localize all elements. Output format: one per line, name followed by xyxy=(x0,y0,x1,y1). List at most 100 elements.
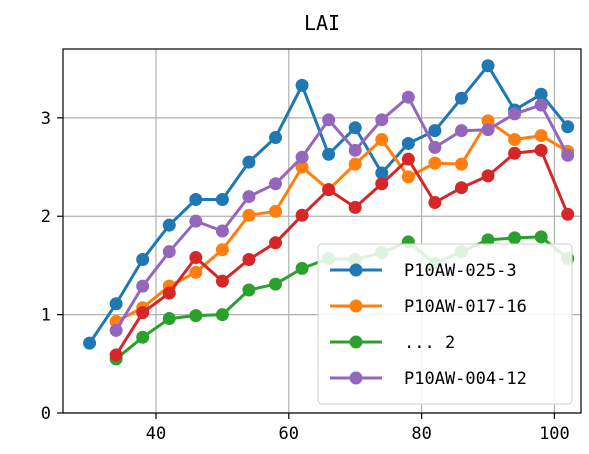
legend-label: P10AW-004-12 xyxy=(404,369,527,389)
data-point xyxy=(375,177,389,191)
data-point xyxy=(269,277,283,291)
legend-marker xyxy=(349,371,363,385)
axes-layer: 40 60 80 100 0 1 2 3 xyxy=(41,109,570,444)
y-tick-label: 0 xyxy=(41,404,51,424)
data-point xyxy=(454,181,468,195)
series-4 xyxy=(109,90,575,337)
x-tick-label: 80 xyxy=(411,424,431,444)
x-tick-label: 60 xyxy=(279,424,299,444)
data-point xyxy=(508,133,522,147)
series-0 xyxy=(83,59,575,350)
data-point xyxy=(162,286,176,300)
data-point xyxy=(269,177,283,191)
data-point xyxy=(348,121,362,135)
data-point xyxy=(534,129,548,143)
legend-marker xyxy=(349,299,363,313)
data-point xyxy=(401,170,415,184)
data-point xyxy=(561,207,575,221)
data-point xyxy=(561,120,575,134)
data-point xyxy=(109,348,123,362)
data-point xyxy=(189,193,203,207)
data-point xyxy=(136,306,150,320)
x-tick-label: 100 xyxy=(539,424,570,444)
data-point xyxy=(83,336,97,350)
data-point xyxy=(242,253,256,267)
legend-item: P10AW-025-3 xyxy=(330,261,517,281)
data-point xyxy=(401,90,415,104)
data-point xyxy=(295,78,309,92)
legend-label: P10AW-017-16 xyxy=(404,297,527,317)
data-point xyxy=(348,200,362,214)
data-point xyxy=(295,150,309,164)
data-point xyxy=(242,208,256,222)
data-point xyxy=(242,283,256,297)
data-point xyxy=(136,279,150,293)
series-3 xyxy=(109,143,575,362)
data-point xyxy=(428,140,442,154)
data-point xyxy=(322,113,336,127)
data-point xyxy=(375,166,389,180)
data-point xyxy=(189,309,203,323)
data-point xyxy=(109,323,123,337)
data-point xyxy=(401,136,415,150)
data-point xyxy=(534,230,548,244)
x-tick-label: 40 xyxy=(146,424,166,444)
y-tick-label: 2 xyxy=(41,207,51,227)
data-point xyxy=(215,193,229,207)
y-tick-label: 3 xyxy=(41,109,51,129)
data-point xyxy=(454,157,468,171)
data-point xyxy=(136,253,150,267)
data-point xyxy=(215,308,229,322)
data-point xyxy=(322,183,336,197)
legend-box xyxy=(317,243,573,405)
data-point xyxy=(428,156,442,170)
plot-frame xyxy=(62,48,582,414)
data-point xyxy=(322,147,336,161)
legend-marker xyxy=(349,335,363,349)
data-point xyxy=(162,312,176,326)
data-point xyxy=(401,152,415,166)
data-point xyxy=(428,195,442,209)
data-point xyxy=(269,204,283,218)
chart-title: LAI xyxy=(304,11,340,35)
data-point xyxy=(136,330,150,344)
data-point xyxy=(242,190,256,204)
legend-label: ... 2 xyxy=(404,333,455,353)
legend-item: P10AW-004-12 xyxy=(330,369,527,389)
data-point xyxy=(481,59,495,73)
data-point xyxy=(295,160,309,174)
data-point xyxy=(481,233,495,247)
data-point xyxy=(215,274,229,288)
data-point xyxy=(109,297,123,311)
data-point xyxy=(534,98,548,112)
data-point xyxy=(295,208,309,222)
data-point xyxy=(428,124,442,138)
data-point xyxy=(481,123,495,137)
data-point xyxy=(375,113,389,127)
data-point xyxy=(348,157,362,171)
data-point xyxy=(561,148,575,162)
legend-label: P10AW-025-3 xyxy=(404,261,517,281)
data-point xyxy=(454,124,468,138)
data-point xyxy=(269,236,283,250)
data-point xyxy=(508,146,522,160)
data-point xyxy=(481,169,495,183)
data-point xyxy=(189,251,203,265)
data-point xyxy=(454,91,468,105)
data-point xyxy=(508,107,522,121)
data-point xyxy=(215,224,229,238)
legend: P10AW-025-3 P10AW-017-16 ... 2 P10AW-004-12 xyxy=(317,243,573,405)
data-point xyxy=(269,131,283,145)
data-point xyxy=(348,143,362,157)
data-point xyxy=(508,231,522,245)
data-point xyxy=(162,218,176,232)
data-point xyxy=(375,133,389,147)
data-point xyxy=(242,155,256,169)
y-tick-label: 1 xyxy=(41,306,51,326)
legend-item: P10AW-017-16 xyxy=(330,297,527,317)
legend-marker xyxy=(349,263,363,277)
data-point xyxy=(534,87,548,101)
data-point xyxy=(189,214,203,228)
data-point xyxy=(162,245,176,259)
